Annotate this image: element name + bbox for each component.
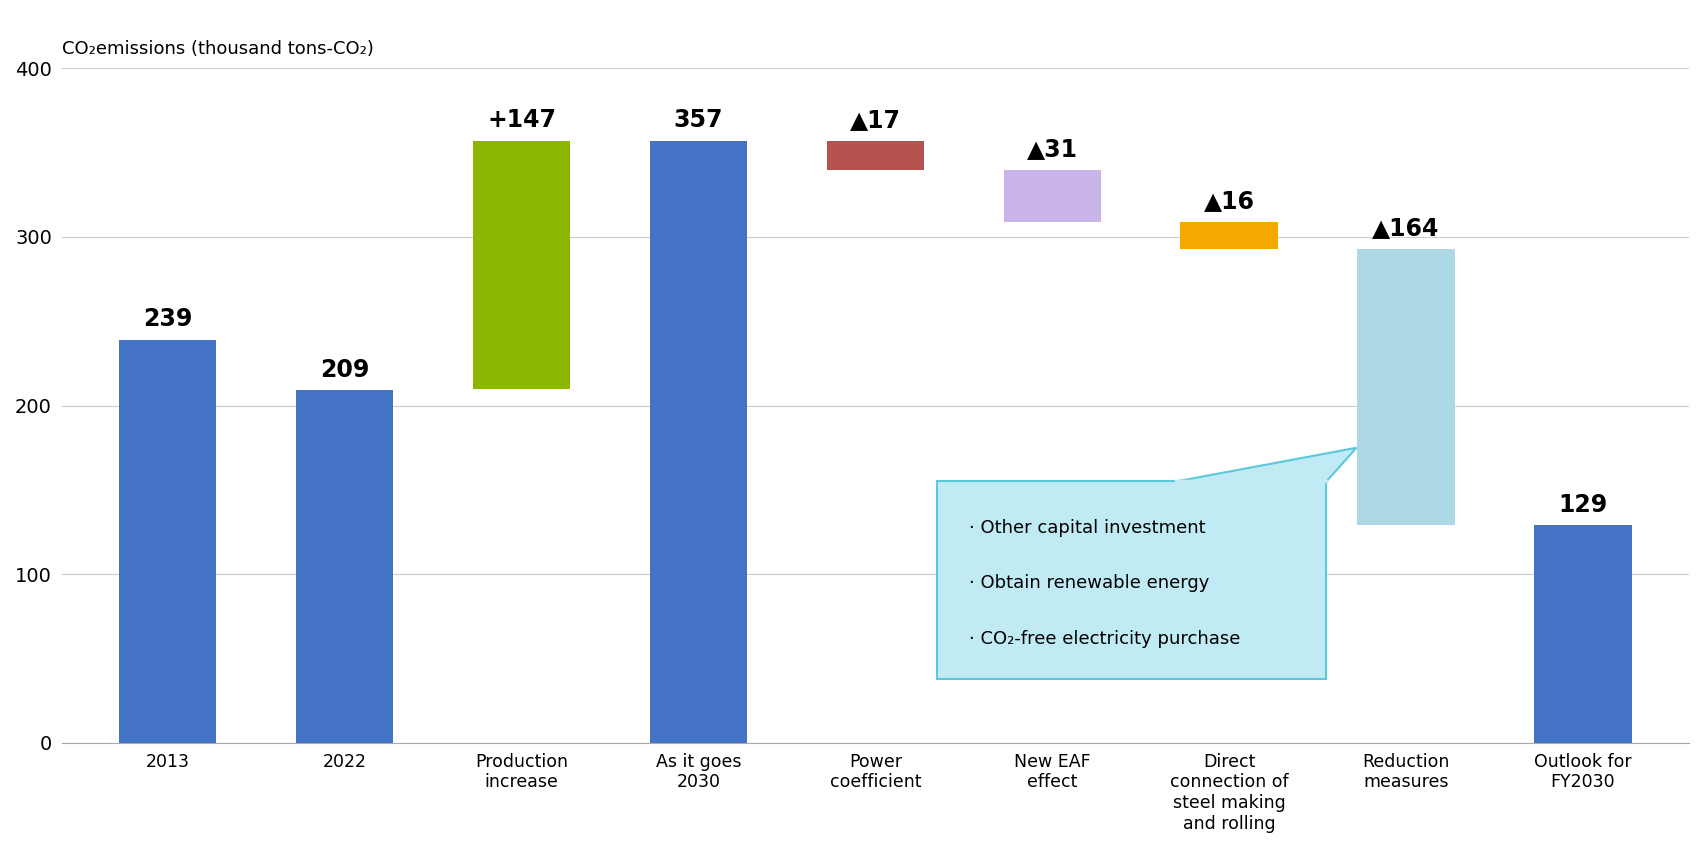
Bar [1181,222,1278,248]
Bar [119,340,216,743]
Bar [296,390,394,743]
Text: ▲164: ▲164 [1372,216,1440,240]
Bar [649,141,746,743]
Text: · CO₂-free electricity purchase: · CO₂-free electricity purchase [970,630,1241,648]
Polygon shape [1176,448,1356,482]
Text: CO₂emissions (thousand tons-CO₂): CO₂emissions (thousand tons-CO₂) [61,41,373,59]
Bar [1004,170,1101,222]
Text: ▲31: ▲31 [1028,137,1077,161]
Text: 357: 357 [673,109,722,132]
Text: · Obtain renewable energy: · Obtain renewable energy [970,574,1210,592]
FancyBboxPatch shape [937,482,1326,678]
Text: ▲16: ▲16 [1203,189,1254,214]
Bar [826,141,924,170]
Text: ▲17: ▲17 [850,109,901,132]
Bar [1358,248,1455,525]
Bar [1534,525,1631,743]
Bar [474,141,571,388]
Text: 209: 209 [320,358,370,382]
Text: +147: +147 [487,109,556,132]
Text: 129: 129 [1557,493,1607,517]
Text: · Other capital investment: · Other capital investment [970,519,1206,537]
Text: 239: 239 [143,308,193,332]
